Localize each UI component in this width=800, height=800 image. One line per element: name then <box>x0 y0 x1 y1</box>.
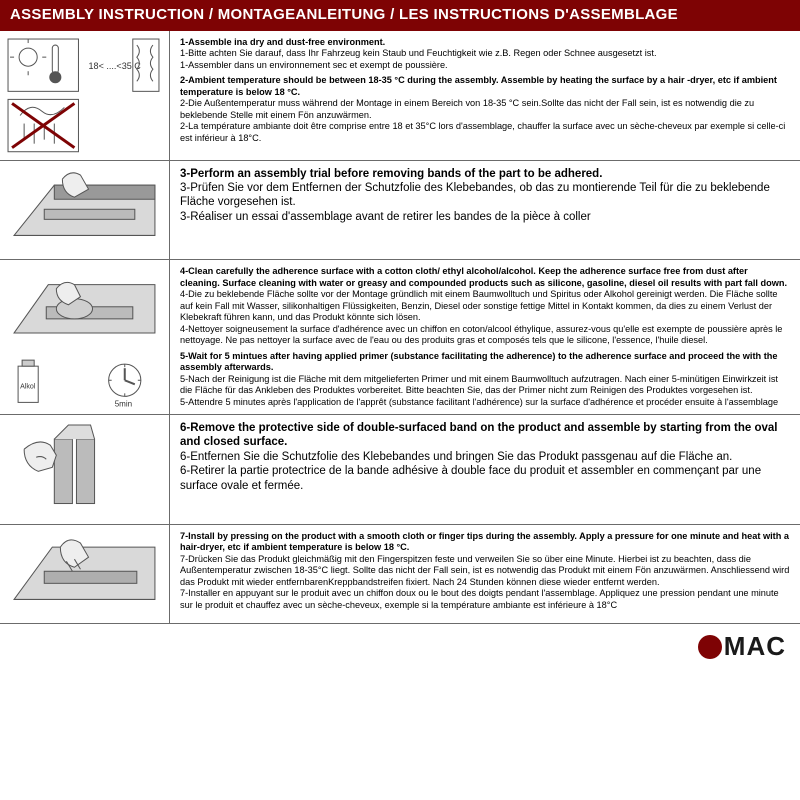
illustration-remove-band <box>0 415 170 524</box>
temp-range-label: 18< ....<35 C <box>89 61 142 71</box>
step4-de: 4-Die zu beklebende Fläche sollte vor de… <box>180 289 790 324</box>
step1-fr: 1-Assembler dans un environnement sec et… <box>180 60 790 72</box>
step-1-2-text: 1-Assemble ina dry and dust-free environ… <box>170 31 800 160</box>
step3-en: 3-Perform an assembly trial before remov… <box>180 167 790 181</box>
step-6-row: 6-Remove the protective side of double-s… <box>0 415 800 525</box>
illustration-trial <box>0 161 170 260</box>
step4-en: 4-Clean carefully the adherence surface … <box>180 266 790 289</box>
step7-fr: 7-Installer en appuyant sur le produit a… <box>180 588 790 611</box>
step-1-2-row: 18< ....<35 C 1-Assemble ina dry and dus… <box>0 31 800 161</box>
step7-en: 7-Install by pressing on the product wit… <box>180 531 790 554</box>
step5-en: 5-Wait for 5 mintues after having applie… <box>180 351 790 374</box>
step7-de: 7-Drücken Sie das Produkt gleichmäßig mi… <box>180 554 790 589</box>
step2-en: 2-Ambient temperature should be between … <box>180 75 790 98</box>
logo-text: MAC <box>724 630 786 663</box>
step4-fr: 4-Nettoyer soigneusement la surface d'ad… <box>180 324 790 347</box>
step6-fr: 6-Retirer la partie protectrice de la ba… <box>180 464 790 493</box>
logo-o-icon <box>698 635 722 659</box>
step-3-text: 3-Perform an assembly trial before remov… <box>170 161 800 260</box>
step-4-5-text: 4-Clean carefully the adherence surface … <box>170 260 800 414</box>
step5-de: 5-Nach der Reinigung ist die Fläche mit … <box>180 374 790 397</box>
header-title: ASSEMBLY INSTRUCTION / MONTAGEANLEITUNG … <box>0 0 800 31</box>
bottle-label: Alkol <box>20 383 36 390</box>
illustration-press <box>0 525 170 624</box>
step2-de: 2-Die Außentemperatur muss während der M… <box>180 98 790 121</box>
brand-logo: MAC <box>698 630 786 663</box>
step-6-text: 6-Remove the protective side of double-s… <box>170 415 800 524</box>
step-3-row: 3-Perform an assembly trial before remov… <box>0 161 800 261</box>
step-7-text: 7-Install by pressing on the product wit… <box>170 525 800 624</box>
step5-fr: 5-Attendre 5 minutes après l'application… <box>180 397 790 409</box>
step3-fr: 3-Réaliser un essai d'assemblage avant d… <box>180 210 790 224</box>
footer: MAC <box>0 624 800 663</box>
step-7-row: 7-Install by pressing on the product wit… <box>0 525 800 625</box>
step3-de: 3-Prüfen Sie vor dem Entfernen der Schut… <box>180 181 790 210</box>
illustration-temperature: 18< ....<35 C <box>0 31 170 160</box>
timer-label: 5min <box>115 399 132 408</box>
step2-fr: 2-La température ambiante doit être comp… <box>180 121 790 144</box>
step1-de: 1-Bitte achten Sie darauf, dass Ihr Fahr… <box>180 48 790 60</box>
step6-en: 6-Remove the protective side of double-s… <box>180 421 790 450</box>
step1-en: 1-Assemble ina dry and dust-free environ… <box>180 37 790 49</box>
step-4-5-row: Alkol 5min 4-Clean carefully the adheren… <box>0 260 800 415</box>
step6-de: 6-Entfernen Sie die Schutzfolie des Kleb… <box>180 450 790 464</box>
illustration-clean-primer: Alkol 5min <box>0 260 170 414</box>
